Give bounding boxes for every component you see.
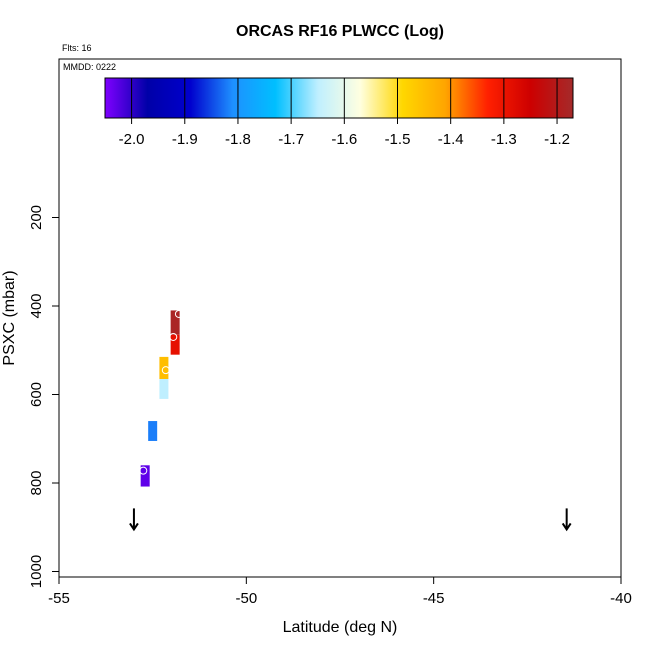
x-axis-label: Latitude (deg N) <box>283 619 398 636</box>
data-cell <box>170 310 180 335</box>
y-tick-label: 400 <box>28 293 45 318</box>
colorbar-tick-label: -1.3 <box>491 131 517 148</box>
x-tick-label: -40 <box>610 590 632 607</box>
colorbar-tick-label: -2.0 <box>119 131 145 148</box>
arrow-head <box>129 522 139 532</box>
colorbar-tick-label: -1.7 <box>278 131 304 148</box>
colorbar: -2.0 -1.9 -1.8 -1.7 -1.6 -1.5 -1.4 -1.3 -1.2 <box>104 77 574 148</box>
y-axis: 200 400 600 800 1000 <box>28 205 59 588</box>
data-marker <box>174 309 183 318</box>
colorbar-tick-label: -1.2 <box>544 131 570 148</box>
colorbar-tick-label: -1.5 <box>385 131 411 148</box>
data-markers <box>139 309 183 475</box>
y-tick-label: 1000 <box>28 555 45 588</box>
colorbar-tick-label: -1.4 <box>438 131 464 148</box>
flights-annotation: Flts: 16 <box>62 43 92 53</box>
data-marker <box>161 366 170 375</box>
x-tick-label: -50 <box>235 590 257 607</box>
colorbar-bar <box>104 77 574 119</box>
data-cell <box>159 356 169 380</box>
x-tick-label: -55 <box>48 590 70 607</box>
data-cell <box>140 465 150 487</box>
chart-title: ORCAS RF16 PLWCC (Log) <box>236 23 444 40</box>
x-axis: -55 -50 -45 -40 <box>48 577 632 607</box>
arrow-head <box>561 522 572 532</box>
flight-arrows <box>129 508 572 532</box>
data-marker <box>139 466 148 475</box>
y-tick-label: 600 <box>28 382 45 407</box>
x-tick-label: -45 <box>423 590 445 607</box>
date-annotation: MMDD: 0222 <box>63 62 116 72</box>
y-tick-label: 800 <box>28 470 45 495</box>
data-marker <box>169 332 178 341</box>
data-cells <box>140 310 180 487</box>
plot-frame <box>58 58 622 578</box>
y-axis-label: PSXC (mbar) <box>1 270 18 365</box>
data-cell <box>159 379 169 399</box>
data-cell <box>148 421 158 441</box>
colorbar-tick-label: -1.8 <box>225 131 251 148</box>
colorbar-tick-label: -1.6 <box>331 131 357 148</box>
y-tick-label: 200 <box>28 205 45 230</box>
data-cell <box>170 334 180 355</box>
colorbar-tick-label: -1.9 <box>172 131 198 148</box>
